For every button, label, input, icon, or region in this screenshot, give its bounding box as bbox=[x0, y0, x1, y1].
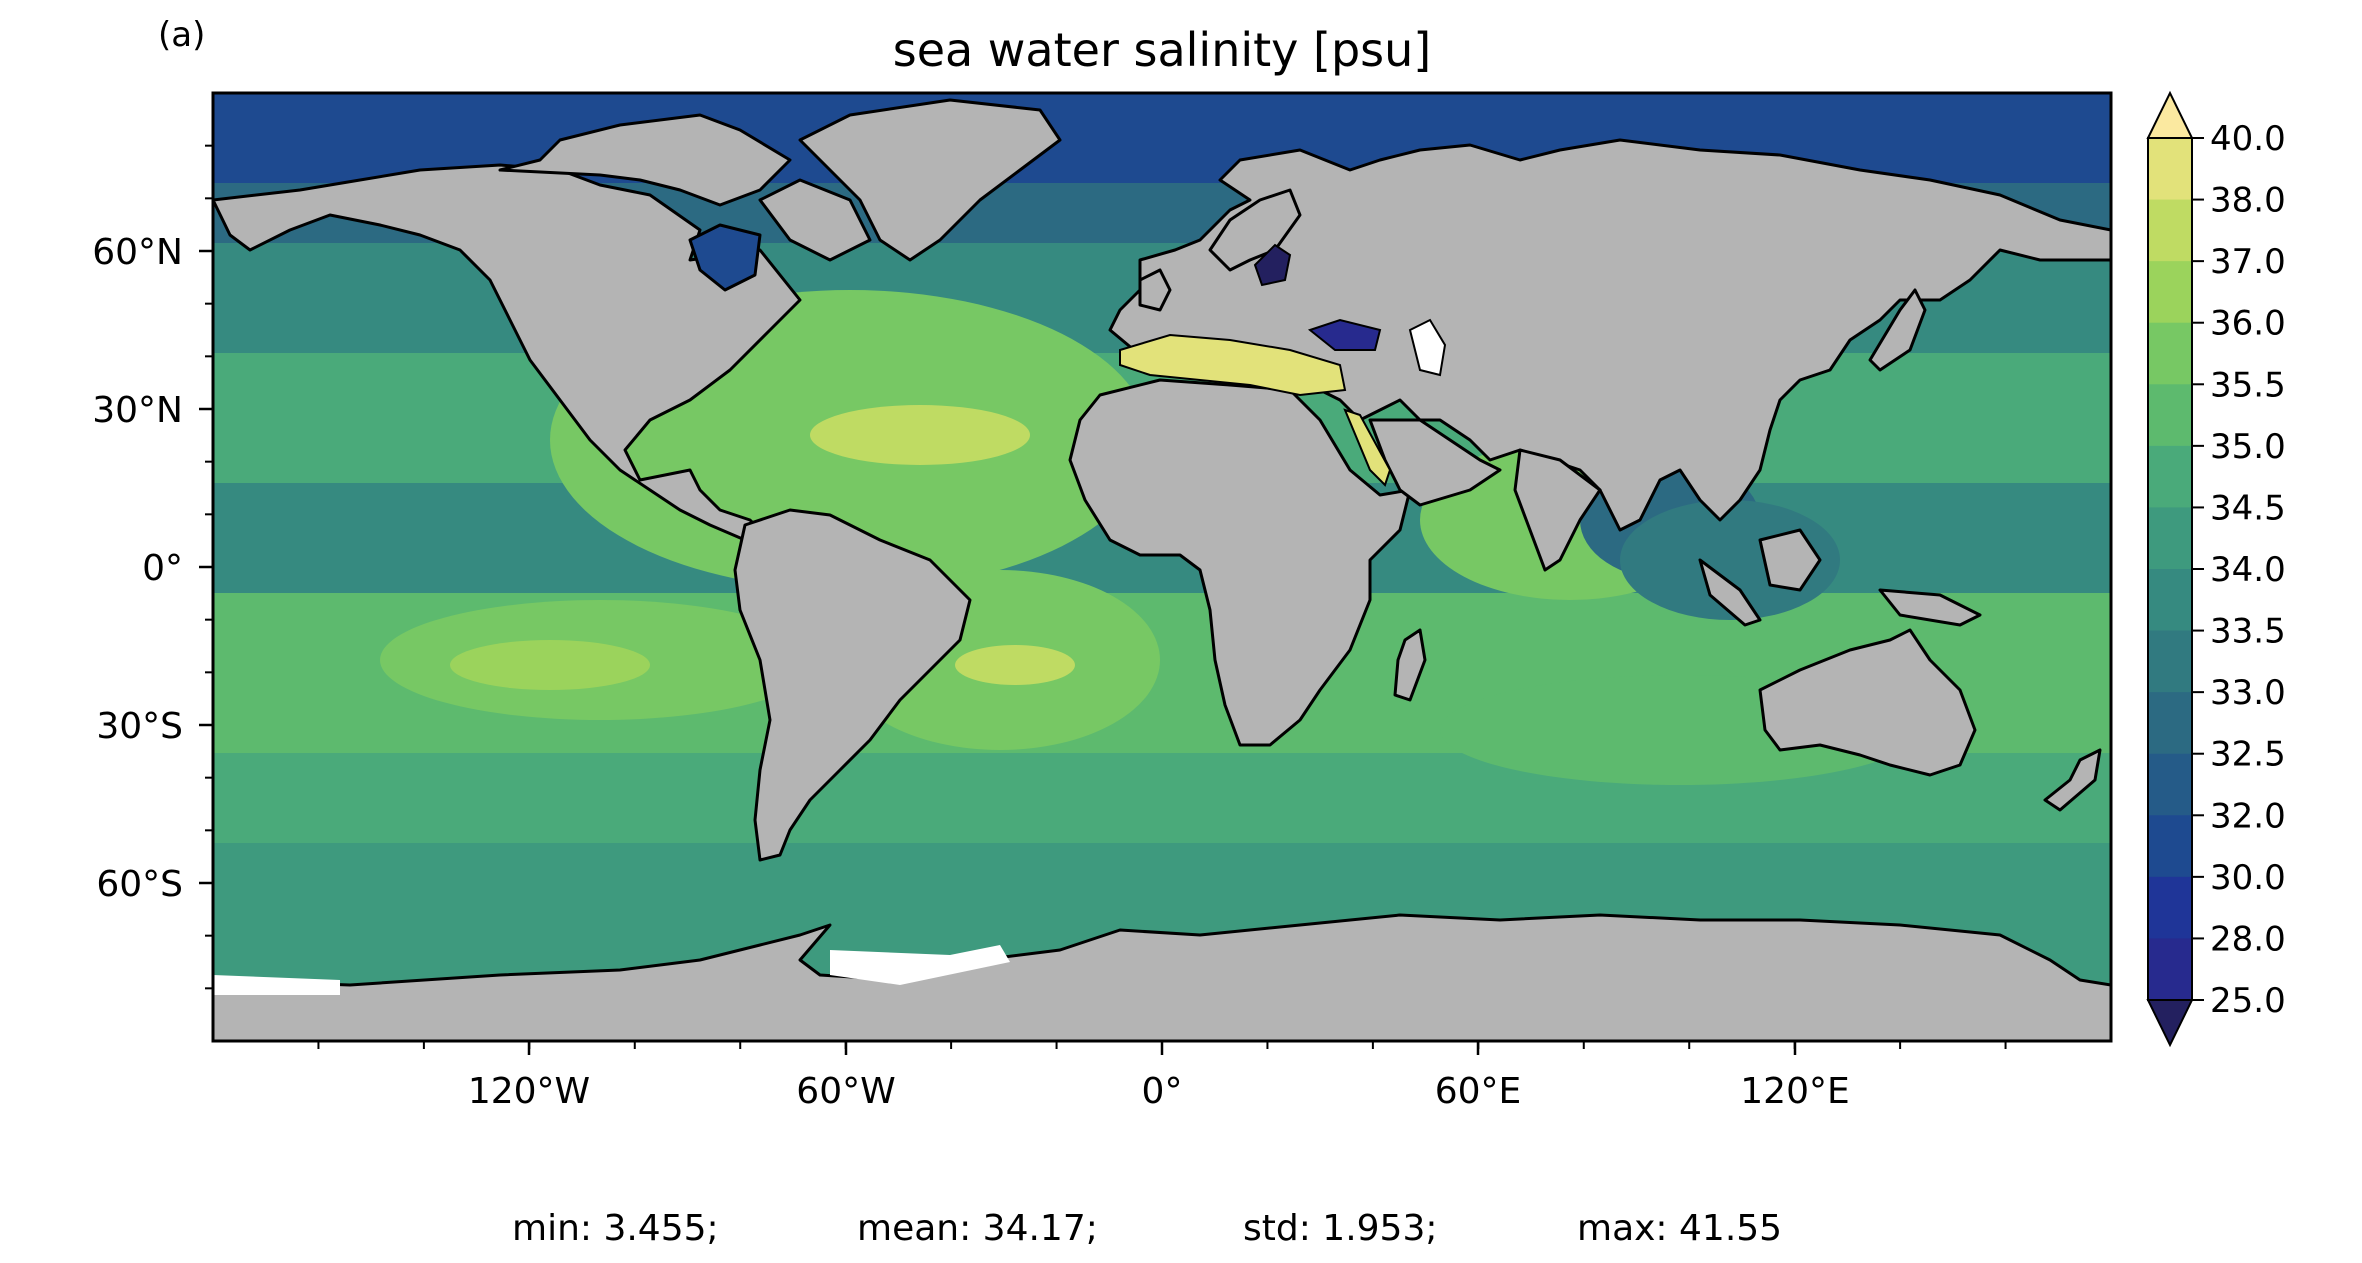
x-tick-label: 60°E bbox=[1435, 1071, 1522, 1112]
new-zealand bbox=[2043, 748, 2102, 812]
new-guinea bbox=[1878, 588, 1982, 627]
madagascar bbox=[1393, 628, 1427, 702]
colorbar-segment bbox=[2148, 445, 2192, 508]
india bbox=[1513, 448, 1602, 572]
mediterranean-sea bbox=[1119, 333, 1347, 397]
latitude-axis: 60°N 30°N 0° 30°S 60°S bbox=[92, 232, 213, 905]
colorbar-segment bbox=[2148, 507, 2192, 570]
panel-label: (a) bbox=[158, 15, 205, 55]
stat-std: std: 1.953; bbox=[1243, 1208, 1437, 1249]
colorbar-ticks: 40.0 38.0 37.0 36.0 35.5 35.0 34.5 34.0 33.5 33.0… bbox=[2192, 119, 2286, 1021]
x-tick-label: 120°W bbox=[468, 1071, 590, 1112]
north-atlantic-max bbox=[810, 405, 1030, 465]
x-tick-label: 0° bbox=[1142, 1071, 1183, 1112]
colorbar-segment bbox=[2148, 753, 2192, 816]
x-tick-label: 120°E bbox=[1740, 1071, 1849, 1112]
colorbar: 40.0 38.0 37.0 36.0 35.5 35.0 34.5 34.0 33.5 33.0… bbox=[2146, 90, 2286, 1048]
colorbar-segment bbox=[2148, 322, 2192, 385]
colorbar-segment bbox=[2148, 138, 2192, 201]
south-pacific-max bbox=[450, 640, 650, 690]
colorbar-segment bbox=[2148, 199, 2192, 262]
ross-ice bbox=[830, 945, 1010, 985]
colorbar-tick-label: 32.5 bbox=[2210, 735, 2286, 775]
colorbar-tick-label: 33.0 bbox=[2210, 673, 2286, 713]
black-sea bbox=[1307, 318, 1382, 351]
colorbar-tick-label: 37.0 bbox=[2210, 242, 2286, 282]
weddell-ice bbox=[213, 975, 340, 995]
colorbar-segment bbox=[2148, 569, 2192, 632]
colorbar-bottom-extension bbox=[2146, 999, 2194, 1048]
south-america bbox=[733, 508, 972, 862]
colorbar-segment bbox=[2148, 261, 2192, 324]
colorbar-tick-label: 28.0 bbox=[2210, 919, 2286, 959]
hudson-bay bbox=[688, 223, 762, 292]
borneo bbox=[1758, 528, 1822, 592]
colorbar-segment bbox=[2148, 815, 2192, 878]
colorbar-tick-label: 25.0 bbox=[2210, 981, 2286, 1021]
map-area bbox=[213, 93, 2111, 1041]
colorbar-tick-label: 36.0 bbox=[2210, 304, 2286, 344]
colorbar-segment bbox=[2148, 938, 2192, 1001]
baffin-island bbox=[758, 178, 872, 262]
y-tick-label: 60°N bbox=[92, 232, 183, 273]
colorbar-segment bbox=[2148, 876, 2192, 939]
x-tick-label: 60°W bbox=[796, 1071, 895, 1112]
colorbar-tick-label: 34.5 bbox=[2210, 488, 2286, 528]
australia bbox=[1758, 628, 1977, 777]
y-tick-label: 30°N bbox=[92, 390, 183, 431]
scandinavia bbox=[1208, 188, 1302, 272]
sumatra bbox=[1698, 558, 1762, 627]
colorbar-tick-label: 33.5 bbox=[2210, 612, 2286, 652]
greenland bbox=[798, 98, 1062, 262]
antarctica bbox=[213, 913, 2111, 1041]
colorbar-tick-label: 38.0 bbox=[2210, 181, 2286, 221]
japan bbox=[1868, 288, 1927, 372]
colorbar-segment bbox=[2148, 384, 2192, 447]
colorbar-tick-label: 40.0 bbox=[2210, 119, 2286, 159]
stat-max: max: 41.55 bbox=[1577, 1208, 1782, 1249]
map-title: sea water salinity [psu] bbox=[893, 23, 1432, 77]
y-tick-label: 0° bbox=[142, 548, 183, 589]
baltic-sea bbox=[1253, 243, 1292, 287]
colorbar-tick-label: 30.0 bbox=[2210, 858, 2286, 898]
africa bbox=[1068, 378, 1412, 747]
colorbar-tick-label: 32.0 bbox=[2210, 796, 2286, 836]
colorbar-tick-label: 34.0 bbox=[2210, 550, 2286, 590]
caspian-sea bbox=[1408, 318, 1447, 377]
colorbar-top-extension bbox=[2146, 90, 2194, 139]
stat-min: min: 3.455; bbox=[512, 1208, 719, 1249]
longitude-axis: 120°W 60°W 0° 60°E 120°E bbox=[468, 1041, 1850, 1112]
british-isles bbox=[1138, 268, 1172, 312]
colorbar-segment bbox=[2148, 630, 2192, 693]
north-america bbox=[213, 163, 802, 542]
colorbar-tick-label: 35.0 bbox=[2210, 427, 2286, 467]
eurasia bbox=[1108, 138, 2111, 532]
colorbar-segments bbox=[2146, 90, 2194, 1048]
arabian-peninsula bbox=[1368, 418, 1502, 507]
red-sea bbox=[1343, 408, 1392, 487]
arctic-islands bbox=[498, 113, 792, 207]
stat-mean: mean: 34.17; bbox=[857, 1208, 1098, 1249]
colorbar-tick-label: 35.5 bbox=[2210, 365, 2286, 405]
south-atlantic-max bbox=[955, 645, 1075, 685]
indonesian-fresh bbox=[1620, 500, 1840, 620]
y-tick-label: 60°S bbox=[96, 864, 183, 905]
land bbox=[213, 98, 2111, 1041]
colorbar-segment bbox=[2148, 692, 2192, 755]
y-tick-label: 30°S bbox=[96, 706, 183, 747]
